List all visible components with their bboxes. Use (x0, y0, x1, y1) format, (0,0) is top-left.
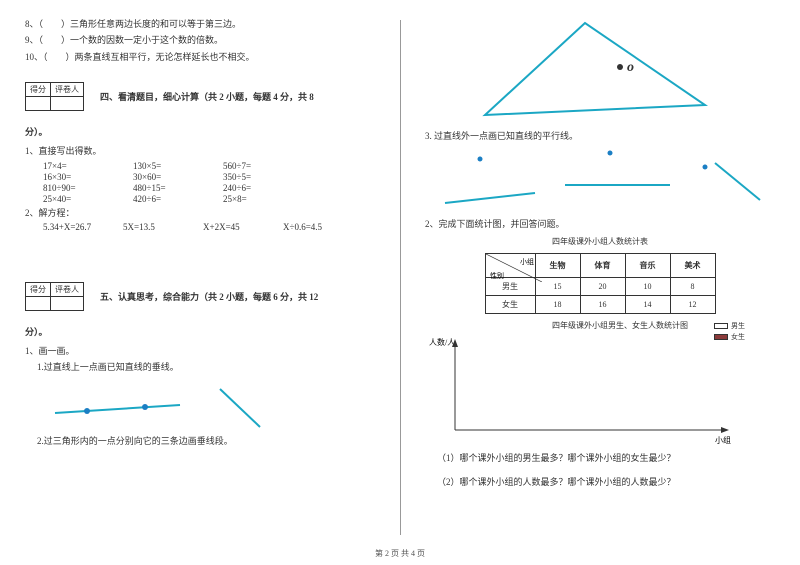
score-box-4: 得分评卷人 (25, 82, 84, 111)
q9: 9、（ ）一个数的因数一定小于这个数的倍数。 (25, 33, 375, 47)
calc-cell: 25×40= (43, 194, 133, 204)
cell: 14 (625, 295, 670, 313)
q-parallel: 3. 过直线外一点画已知直线的平行线。 (425, 129, 775, 143)
q5-1: 1、画一画。 (25, 344, 375, 358)
calc-cell: 25×8= (223, 194, 313, 204)
left-column: 8、（ ）三角形任意两边长度的和可以等于第三边。 9、（ ）一个数的因数一定小于… (0, 0, 400, 565)
q5-1-1: 1.过直线上一点画已知直线的垂线。 (37, 360, 375, 374)
q5-1-2: 2.过三角形内的一点分别向它的三条边画垂线段。 (37, 434, 375, 448)
calc-cell: 17×4= (43, 161, 133, 171)
row-label: 女生 (485, 295, 535, 313)
col-head: 生物 (535, 253, 580, 277)
y-axis-label: 人数/人 (429, 337, 455, 347)
diag-header-cell: 小组性别 (485, 253, 535, 277)
calc-cell: 810÷90= (43, 183, 133, 193)
parallel-diagram (425, 145, 765, 215)
section-5-fen: 分）。 (25, 325, 375, 338)
section-4-fen: 分）。 (25, 125, 375, 138)
diag-top: 小组 (520, 257, 534, 266)
cell: 18 (535, 295, 580, 313)
score-cell (26, 97, 51, 111)
eq-cell: 5.34+X=26.7 (43, 222, 123, 232)
col-head: 体育 (580, 253, 625, 277)
q4-1: 1、直接写出得数。 (25, 144, 375, 158)
eq-row: 5.34+X=26.7 5X=13.5 X+2X=45 X÷0.6=4.5 (43, 222, 375, 232)
eq-cell: X÷0.6=4.5 (283, 222, 363, 232)
chart-qa1: （1）哪个课外小组的男生最多？哪个课外小组的女生最少？ (437, 451, 775, 465)
calc-cell: 16×30= (43, 172, 133, 182)
legend-box-female (714, 334, 728, 340)
eq-cell: 5X=13.5 (123, 222, 203, 232)
section-4-title: 四、看清题目，细心计算（共 2 小题，每题 4 分，共 8 (100, 90, 314, 103)
line-perpendicular-diagram (25, 377, 285, 432)
bar-chart-axes: 人数/人 小组 (425, 335, 745, 445)
score-box-5: 得分评卷人 (25, 282, 84, 311)
stat-table-title: 四年级课外小组人数统计表 (425, 236, 775, 247)
q-stat: 2、完成下面统计图，并回答问题。 (425, 217, 775, 231)
triangle-diagram: o (445, 15, 725, 125)
stat-table: 小组性别 生物 体育 音乐 美术 男生 15 20 10 8 女生 18 16 … (485, 253, 716, 314)
cell: 20 (580, 277, 625, 295)
calc-cell: 130×5= (133, 161, 223, 171)
right-column: o 3. 过直线外一点画已知直线的平行线。 2、完成下面统计图，并回答问题。 四… (400, 0, 800, 565)
legend-female: 女生 (731, 332, 745, 342)
grader-cell (51, 97, 84, 111)
calc-cell: 350÷5= (223, 172, 313, 182)
score-cell (26, 296, 51, 310)
col-head: 音乐 (625, 253, 670, 277)
cell: 16 (580, 295, 625, 313)
score-head: 得分 (26, 83, 51, 97)
legend-box-male (714, 323, 728, 329)
cell: 15 (535, 277, 580, 295)
chart-qa2: （2）哪个课外小组的人数最多？哪个课外小组的人数最少？ (437, 475, 775, 489)
page-footer: 第 2 页 共 4 页 (0, 548, 800, 559)
x-axis-label: 小组 (715, 435, 731, 445)
q4-2: 2、解方程： (25, 206, 375, 220)
calc-cell: 240÷6= (223, 183, 313, 193)
grader-cell (51, 296, 84, 310)
svg-text:o: o (627, 60, 634, 75)
calc-cell: 420÷6= (133, 194, 223, 204)
cell: 12 (670, 295, 715, 313)
q8: 8、（ ）三角形任意两边长度的和可以等于第三边。 (25, 17, 375, 31)
cell: 8 (670, 277, 715, 295)
section-5-title: 五、认真思考，综合能力（共 2 小题，每题 6 分，共 12 (100, 290, 318, 303)
calc-cell: 30×60= (133, 172, 223, 182)
diag-bottom: 性别 (490, 271, 504, 280)
score-head: 得分 (26, 282, 51, 296)
calc-grid: 17×4=130×5=560÷7= 16×30=30×60=350÷5= 810… (43, 161, 375, 204)
chart-legend: 男生 女生 (714, 320, 745, 343)
calc-cell: 480÷15= (133, 183, 223, 193)
table-row: 女生 18 16 14 12 (485, 295, 715, 313)
calc-cell: 560÷7= (223, 161, 313, 171)
q10: 10、（ ）两条直线互相平行，无论怎样延长也不相交。 (25, 50, 375, 64)
eq-cell: X+2X=45 (203, 222, 283, 232)
grader-head: 评卷人 (51, 83, 84, 97)
grader-head: 评卷人 (51, 282, 84, 296)
cell: 10 (625, 277, 670, 295)
legend-male: 男生 (731, 321, 745, 331)
col-head: 美术 (670, 253, 715, 277)
